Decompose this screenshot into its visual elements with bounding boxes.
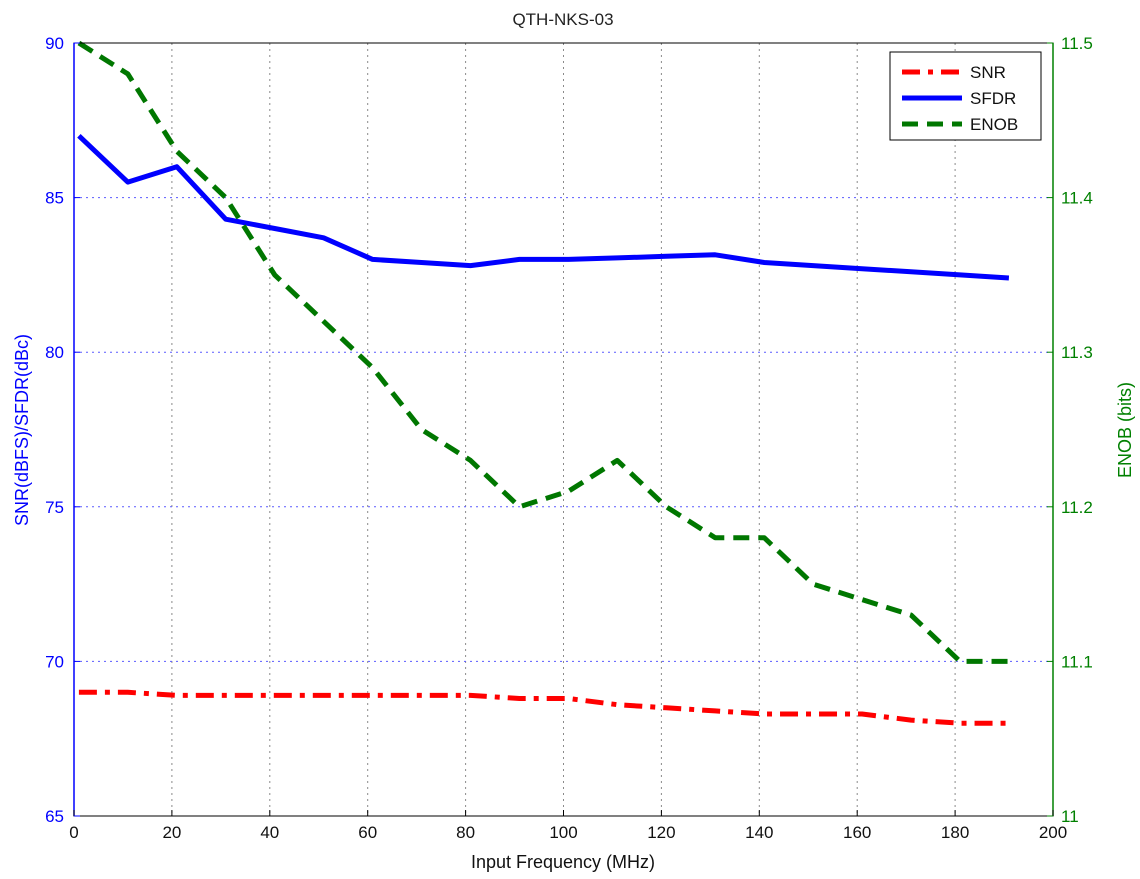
x-tick-label: 60 — [358, 823, 377, 842]
grid — [74, 43, 1053, 816]
y-left-tick-label: 70 — [45, 652, 64, 671]
legend: SNR SFDR ENOB — [889, 51, 1042, 141]
series-line-snr — [78, 689, 1009, 726]
x-tick-label: 100 — [549, 823, 577, 842]
y-axis-right-label: ENOB (bits) — [1115, 382, 1135, 478]
y-right-tick-label: 11.5 — [1061, 34, 1093, 53]
x-tick-label: 120 — [647, 823, 675, 842]
y-right-tick-label: 11 — [1061, 807, 1079, 826]
y-axis-left-label: SNR(dBFS)/SFDR(dBc) — [12, 334, 32, 526]
x-tick-label: 20 — [162, 823, 181, 842]
y-right-tick-label: 11.1 — [1061, 652, 1093, 671]
x-tick-label: 80 — [456, 823, 475, 842]
y-right-tick-label: 11.3 — [1061, 343, 1093, 362]
x-tick-label: 200 — [1039, 823, 1067, 842]
axes: 0 20 40 60 80 100 120 140 160 180 200 65 70 75 80 85 90 1… — [45, 34, 1093, 842]
chart-title: QTH-NKS-03 — [512, 10, 613, 29]
legend-label-sfdr: SFDR — [970, 89, 1016, 108]
y-right-tick-label: 11.2 — [1061, 498, 1093, 517]
series-line-sfdr — [77, 133, 1010, 281]
legend-label-enob: ENOB — [970, 115, 1018, 134]
x-tick-label: 40 — [260, 823, 279, 842]
y-left-tick-label: 75 — [45, 498, 64, 517]
series-line-enob — [77, 40, 1009, 664]
y-left-tick-label: 80 — [45, 343, 64, 362]
series-layer — [77, 40, 1010, 726]
x-tick-label: 140 — [745, 823, 773, 842]
y-left-tick-label: 85 — [45, 189, 64, 208]
y-left-tick-label: 90 — [45, 34, 64, 53]
x-tick-label: 160 — [843, 823, 871, 842]
x-axis-label: Input Frequency (MHz) — [471, 852, 655, 872]
y-left-tick-label: 65 — [45, 807, 64, 826]
x-tick-label: 180 — [941, 823, 969, 842]
x-tick-label: 0 — [69, 823, 78, 842]
legend-label-snr: SNR — [970, 63, 1006, 82]
y-right-tick-label: 11.4 — [1061, 189, 1093, 208]
